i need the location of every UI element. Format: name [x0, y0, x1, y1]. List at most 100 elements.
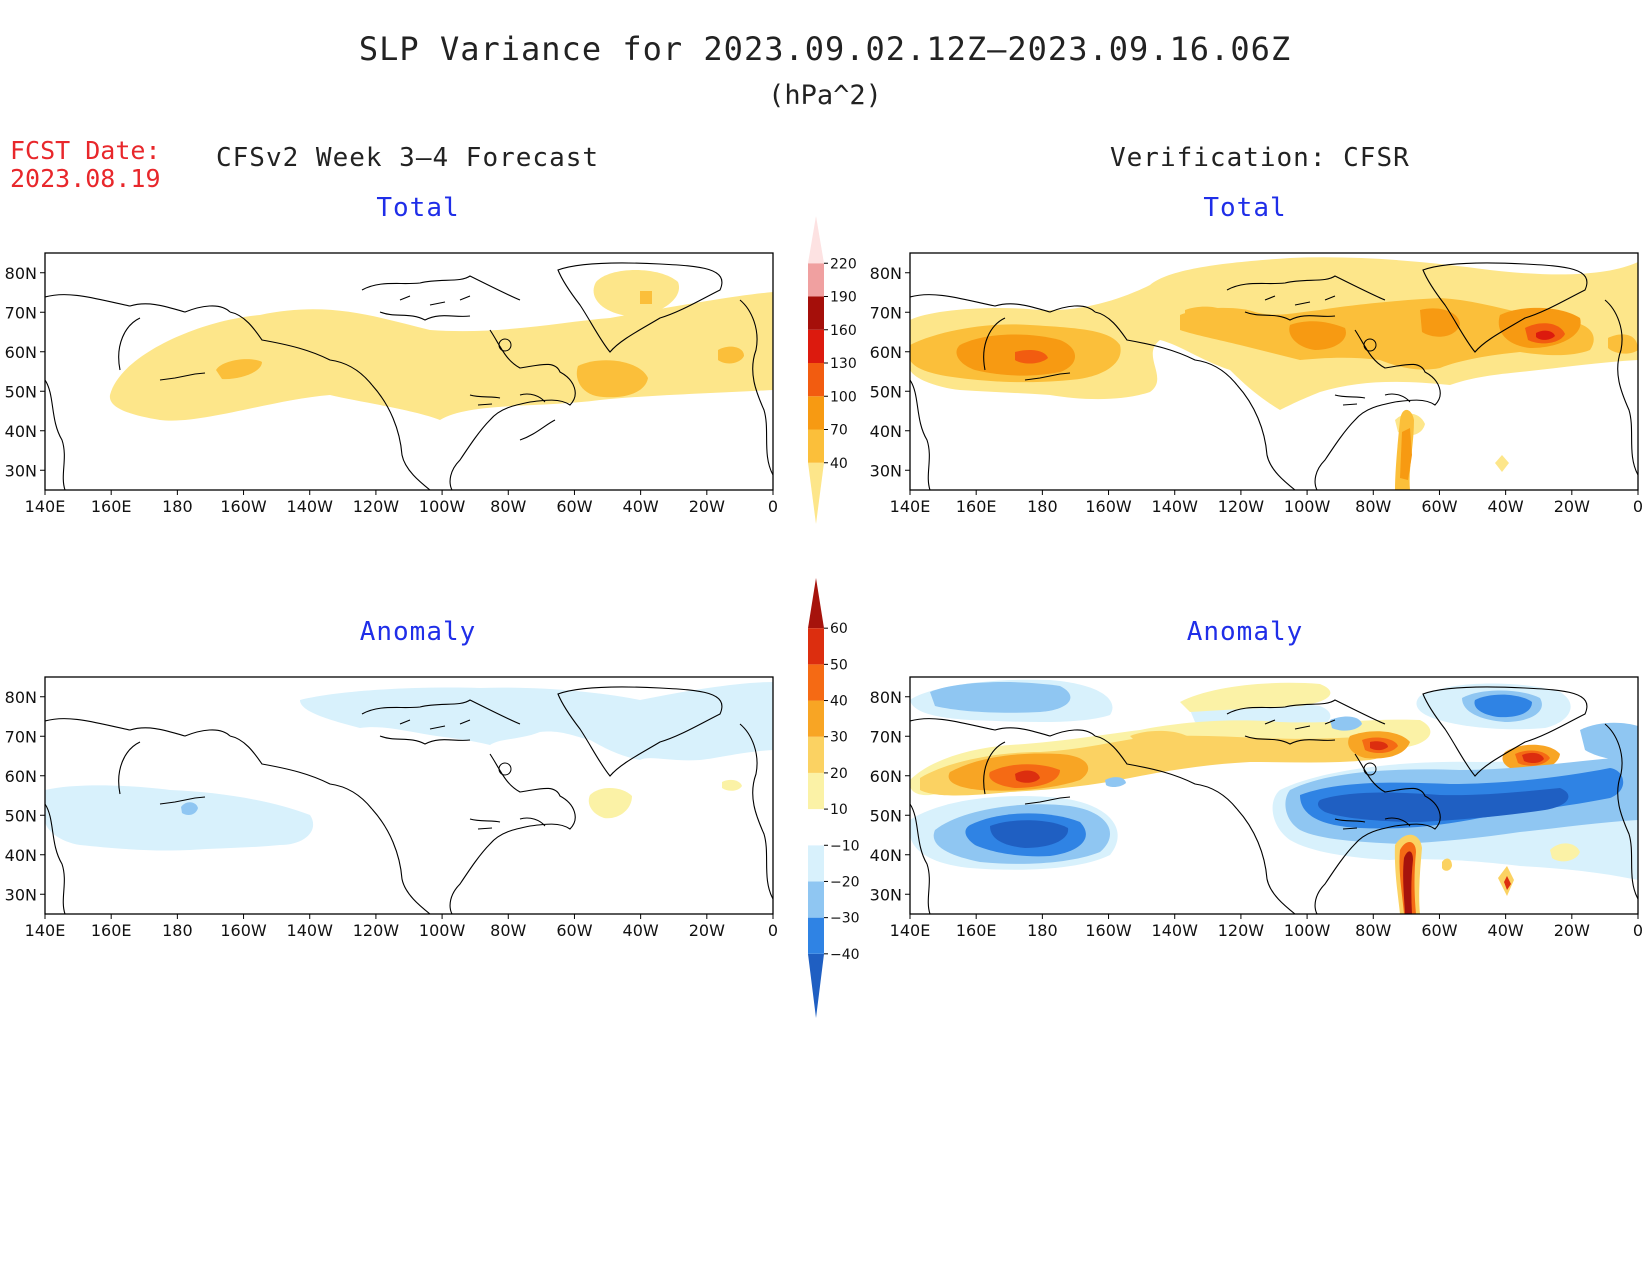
- verification-anomaly-title: Anomaly: [1186, 617, 1304, 647]
- total-colorbar-level-label: 70: [830, 423, 848, 439]
- forecast-total-lat-label: 70N: [5, 303, 37, 322]
- total-colorbar-level-label: 100: [830, 389, 857, 405]
- anomaly-colorbar-swatch: [808, 700, 824, 737]
- anomaly-colorbar-swatch: [808, 628, 824, 665]
- verification-anomaly-lon-label: 20W: [1554, 921, 1590, 940]
- forecast-anomaly-lon-label: 0: [768, 921, 778, 940]
- verification-total-lon-label: 60W: [1421, 497, 1457, 516]
- verification-total-coastlines: [910, 262, 1638, 490]
- total-colorbar-swatch: [808, 216, 824, 264]
- forecast-anomaly-title: Anomaly: [359, 617, 477, 647]
- forecast-anomaly-lon-label: 40W: [623, 921, 659, 940]
- forecast-anomaly-lon-label: 180: [162, 921, 193, 940]
- verification-total-lon-label: 180: [1027, 497, 1058, 516]
- forecast-total-lon-label: 20W: [689, 497, 725, 516]
- total-colorbar-swatch: [808, 329, 824, 363]
- total-colorbar-swatch: [808, 296, 824, 330]
- forecast-total-lon-label: 0: [768, 497, 778, 516]
- anomaly-colorbar-level-label: 40: [830, 694, 848, 710]
- forecast-total-lat-label: 40N: [5, 422, 37, 441]
- verification-anomaly-lon-label: 120W: [1218, 921, 1265, 940]
- forecast-total-lon-label: 140E: [25, 497, 66, 516]
- main-title: SLP Variance for 2023.09.02.12Z—2023.09.…: [358, 30, 1292, 68]
- verification-anomaly-lon-label: 160E: [956, 921, 997, 940]
- anomaly-colorbar-swatch: [808, 772, 824, 810]
- verification-anomaly-lon-label: 80W: [1355, 921, 1391, 940]
- forecast-total-lon-label: 160W: [220, 497, 267, 516]
- verification-anomaly-lat-label: 50N: [870, 806, 902, 825]
- axes-layer: 140E 160E 180 160W 140W 120W 100W 80W 60W 40W 20W 0…: [5, 264, 1643, 940]
- forecast-anomaly-lon-label: 120W: [353, 921, 400, 940]
- forecast-anomaly-lon-label: 100W: [419, 921, 466, 940]
- verification-anomaly-lon-label: 0: [1633, 921, 1643, 940]
- verification-anomaly-lat-label: 80N: [870, 688, 902, 707]
- forecast-total-lon-label: 140W: [287, 497, 334, 516]
- forecast-total-lat-label: 80N: [5, 264, 37, 283]
- verification-anomaly-lat-label: 60N: [870, 767, 902, 786]
- forecast-anomaly-lon-label: 160E: [91, 921, 132, 940]
- forecast-anomaly-lon-label: 80W: [490, 921, 526, 940]
- forecast-total-lat-label: 50N: [5, 382, 37, 401]
- forecast-column-heading: CFSv2 Week 3—4 Forecast: [216, 143, 600, 173]
- forecast-anomaly-lat-label: 30N: [5, 885, 37, 904]
- verification-total-lat-label: 30N: [870, 461, 902, 480]
- total-colorbar-swatch: [808, 462, 824, 524]
- verification-total-title: Total: [1203, 193, 1287, 223]
- total-colorbar-swatch: [808, 429, 824, 463]
- verification-anomaly-lat-label: 70N: [870, 727, 902, 746]
- verification-total-lat-label: 50N: [870, 382, 902, 401]
- verification-total-lon-label: 120W: [1218, 497, 1265, 516]
- forecast-total-lon-label: 80W: [490, 497, 526, 516]
- verification-anomaly-lon-label: 40W: [1488, 921, 1524, 940]
- forecast-total-lon-label: 40W: [623, 497, 659, 516]
- forecast-total-lat-label: 60N: [5, 343, 37, 362]
- verification-anomaly-lon-label: 60W: [1421, 921, 1457, 940]
- verification-total-shading: [910, 257, 1638, 490]
- verification-anomaly-coastlines: [910, 686, 1638, 914]
- forecast-anomaly-shading: [45, 682, 773, 851]
- verification-anomaly-lon-label: 160W: [1085, 921, 1132, 940]
- verification-total-frame: [909, 252, 1639, 491]
- forecast-anomaly-map: [45, 682, 773, 914]
- anomaly-colorbar-level-label: 50: [830, 657, 848, 673]
- verification-total-lat-label: 80N: [870, 264, 902, 283]
- verification-total-lat-label: 70N: [870, 303, 902, 322]
- verification-total-lon-label: 80W: [1355, 497, 1391, 516]
- colorbars-layer: 40 70 100 130 160 190 220 −40 −30 −20 −10 10 20 30 40 5…: [808, 216, 860, 1018]
- verification-anomaly-lon-label: 100W: [1284, 921, 1331, 940]
- total-colorbar-level-label: 190: [830, 290, 857, 306]
- anomaly-colorbar-swatch: [808, 917, 824, 954]
- forecast-total-lon-label: 120W: [353, 497, 400, 516]
- verification-total-map: [910, 257, 1638, 490]
- forecast-anomaly-lon-label: 140E: [25, 921, 66, 940]
- verification-anomaly-lat-label: 40N: [870, 846, 902, 865]
- forecast-total-map: [45, 262, 773, 490]
- forecast-total-lon-label: 100W: [419, 497, 466, 516]
- anomaly-colorbar-level-label: 30: [830, 730, 848, 746]
- anomaly-colorbar-level-label: −10: [830, 838, 860, 854]
- forecast-total-title: Total: [376, 193, 460, 223]
- verification-anomaly-lon-label: 140E: [890, 921, 931, 940]
- anomaly-colorbar-level-label: 20: [830, 766, 848, 782]
- verification-total-lon-label: 20W: [1554, 497, 1590, 516]
- forecast-total-lon-label: 60W: [556, 497, 592, 516]
- verification-anomaly-lon-label: 140W: [1152, 921, 1199, 940]
- verification-anomaly-lat-label: 30N: [870, 885, 902, 904]
- forecast-total-lon-label: 180: [162, 497, 193, 516]
- total-colorbar-level-label: 130: [830, 356, 857, 372]
- verification-total-lakes: [1363, 338, 1411, 403]
- forecast-anomaly-lat-label: 80N: [5, 688, 37, 707]
- forecast-anomaly-lon-label: 140W: [287, 921, 334, 940]
- total-colorbar-swatch: [808, 396, 824, 430]
- anomaly-colorbar-level-label: 10: [830, 802, 848, 818]
- forecast-anomaly-lat-label: 50N: [5, 806, 37, 825]
- total-colorbar-level-label: 220: [830, 256, 857, 272]
- total-colorbar-level-label: 160: [830, 323, 857, 339]
- forecast-total-lon-label: 160E: [91, 497, 132, 516]
- forecast-anomaly-frame: [44, 676, 774, 915]
- fcst-date-label: FCST Date:: [10, 136, 161, 165]
- anomaly-colorbar-swatch: [808, 809, 824, 846]
- verification-total-lat-label: 40N: [870, 422, 902, 441]
- verification-anomaly-map: [910, 679, 1638, 914]
